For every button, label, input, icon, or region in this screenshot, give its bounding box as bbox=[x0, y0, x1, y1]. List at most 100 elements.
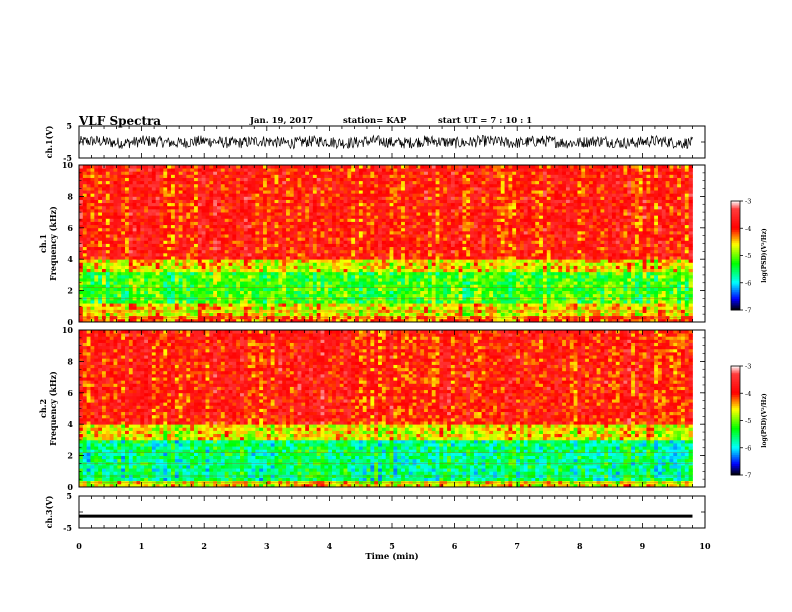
spectrogram-cell bbox=[243, 215, 249, 219]
spectrogram-cell bbox=[378, 281, 383, 285]
spectrogram-cell bbox=[247, 218, 252, 222]
spectrogram-cell bbox=[243, 259, 249, 263]
spectrogram-cell bbox=[182, 240, 187, 244]
spectrogram-cell bbox=[347, 274, 352, 279]
spectrogram-cell bbox=[370, 212, 375, 216]
spectrogram-cell bbox=[286, 174, 291, 178]
spectrogram-cell bbox=[443, 243, 448, 248]
spectrogram-cell bbox=[148, 293, 153, 298]
spectrogram-cell bbox=[82, 171, 88, 175]
spectrogram-cell bbox=[427, 174, 433, 178]
spectrogram-cell bbox=[90, 256, 95, 260]
spectrogram-cell bbox=[286, 193, 291, 197]
spectrogram-cell bbox=[117, 218, 122, 222]
spectrogram-cell bbox=[102, 259, 107, 263]
spectrogram-cell bbox=[328, 240, 333, 244]
spectrogram-cell bbox=[182, 256, 187, 260]
spectrogram-cell bbox=[393, 202, 398, 207]
spectrogram-cell bbox=[389, 183, 394, 188]
spectrogram-cell bbox=[266, 243, 272, 248]
spectrogram-cell bbox=[228, 168, 233, 172]
spectrogram-cell bbox=[220, 274, 226, 279]
spectrogram-cell bbox=[443, 278, 448, 282]
spectrogram-cell bbox=[381, 246, 387, 251]
spectrogram-cell bbox=[247, 300, 252, 304]
spectrogram-cell bbox=[125, 208, 130, 213]
spectrogram-cell bbox=[286, 205, 291, 210]
spectrogram-cell bbox=[320, 234, 325, 238]
spectrogram-cell bbox=[136, 312, 141, 317]
spectrogram-cell bbox=[113, 202, 118, 207]
spectrogram-cell bbox=[151, 202, 157, 207]
spectrogram-cell bbox=[209, 265, 214, 270]
spectrogram-cell bbox=[140, 165, 145, 169]
spectrogram-cell bbox=[332, 205, 337, 210]
spectrogram-cell bbox=[102, 306, 107, 310]
spectrogram-cell bbox=[286, 243, 291, 248]
spectrogram-cell bbox=[205, 237, 210, 241]
spectrogram-cell bbox=[366, 293, 371, 298]
spectrogram-cell bbox=[420, 230, 425, 235]
spectrogram-cell bbox=[401, 287, 406, 291]
spectrogram-cell bbox=[431, 262, 436, 266]
spectrogram-cell bbox=[259, 205, 264, 210]
spectrogram-cell bbox=[374, 199, 379, 204]
spectrogram-cell bbox=[397, 171, 402, 175]
spectrogram-cell bbox=[416, 303, 421, 307]
spectrogram-cell bbox=[351, 293, 356, 298]
spectrogram-cell bbox=[335, 196, 341, 200]
spectrogram-cell bbox=[90, 221, 95, 226]
spectrogram-cell bbox=[201, 278, 206, 282]
spectrogram-cell bbox=[374, 174, 379, 178]
spectrogram-cell bbox=[389, 303, 394, 307]
spectrogram-cell bbox=[140, 293, 145, 298]
spectrogram-cell bbox=[217, 246, 222, 251]
spectrogram-cell bbox=[159, 190, 164, 194]
spectrogram-cell bbox=[347, 306, 352, 310]
spectrogram-cell bbox=[82, 262, 88, 266]
spectrogram-cell bbox=[427, 278, 433, 282]
spectrogram-cell bbox=[347, 290, 352, 295]
spectrogram-cell bbox=[259, 284, 264, 288]
spectrogram-cell bbox=[374, 183, 379, 188]
spectrogram-cell bbox=[324, 268, 329, 273]
spectrogram-cell bbox=[362, 262, 367, 266]
spectrogram-cell bbox=[381, 230, 387, 235]
spectrogram-cell bbox=[247, 274, 252, 279]
spectrogram-cell bbox=[232, 271, 237, 276]
spectrogram-cell bbox=[347, 284, 352, 288]
spectrogram-cell bbox=[404, 227, 410, 232]
spectrogram-cell bbox=[163, 259, 168, 263]
spectrogram-cell bbox=[374, 193, 379, 197]
spectrogram-cell bbox=[305, 290, 310, 295]
spectrogram-cell bbox=[270, 249, 275, 254]
spectrogram-cell bbox=[316, 271, 321, 276]
spectrogram-cell bbox=[243, 265, 249, 270]
spectrogram-cell bbox=[286, 234, 291, 238]
spectrogram-cell bbox=[289, 306, 295, 310]
spectrogram-cell bbox=[220, 234, 226, 238]
spectrogram-cell bbox=[309, 205, 314, 210]
spectrogram-cell bbox=[247, 199, 252, 204]
spectrogram-cell bbox=[105, 215, 111, 219]
spectrogram-cell bbox=[151, 237, 157, 241]
spectrogram-cell bbox=[228, 303, 233, 307]
spectrogram-cell bbox=[401, 174, 406, 178]
spectrogram-cell bbox=[209, 165, 214, 169]
spectrogram-cell bbox=[136, 293, 141, 298]
spectrogram-cell bbox=[228, 265, 233, 270]
spectrogram-cell bbox=[86, 262, 91, 266]
spectrogram-cell bbox=[243, 306, 249, 310]
spectrogram-cell bbox=[324, 165, 329, 169]
spectrogram-cell bbox=[98, 202, 103, 207]
spectrogram-cell bbox=[335, 165, 341, 169]
spectrogram-cell bbox=[366, 256, 371, 260]
spectrogram-cell bbox=[431, 190, 436, 194]
spectrogram-cell bbox=[393, 221, 398, 226]
spectrogram-cell bbox=[332, 193, 337, 197]
spectrogram-cell bbox=[178, 271, 183, 276]
spectrogram-cell bbox=[121, 246, 126, 251]
spectrogram-cell bbox=[431, 174, 436, 178]
spectrogram-cell bbox=[316, 278, 321, 282]
spectrogram-cell bbox=[393, 287, 398, 291]
